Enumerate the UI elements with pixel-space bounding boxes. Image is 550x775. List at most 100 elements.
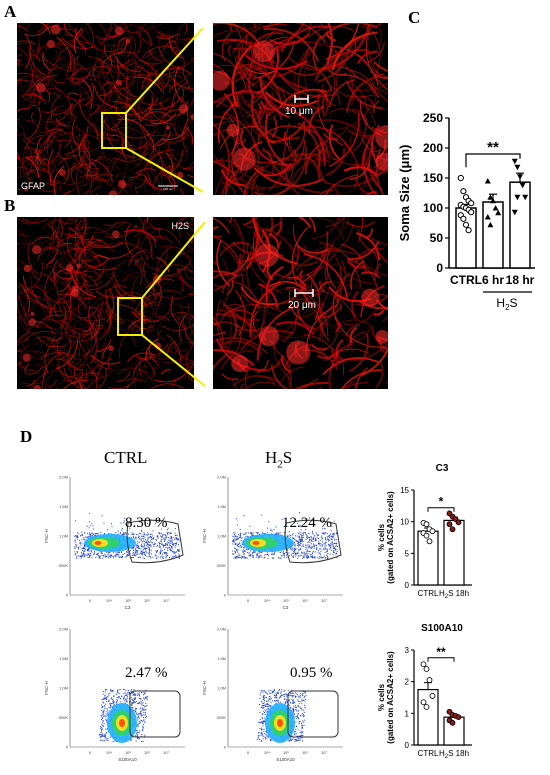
flow-y-label: FSC-H	[202, 529, 207, 543]
flow-x-label: C3	[125, 605, 131, 610]
gate	[287, 690, 339, 738]
flow-y-tick: 2.0M	[217, 627, 226, 632]
data-point	[429, 693, 436, 699]
significance-bracket	[427, 657, 455, 662]
flow-x-tick: 10⁶	[144, 598, 150, 603]
astrocyte-fibers	[213, 217, 388, 389]
bar-0	[417, 688, 439, 746]
significance-bracket	[465, 153, 521, 168]
x-tick-label: 18 hr	[506, 273, 535, 287]
chart-title: S100A10	[421, 623, 463, 634]
bar-6-hr	[482, 201, 504, 269]
y-tick-label: 10	[400, 518, 409, 527]
flow-x-tick: 10⁵	[125, 750, 131, 755]
chart-s100a10: S100A10 0 1 2 3 % cells (gated on ACSA2+ cells…	[377, 623, 472, 760]
flow-y-tick: 1.5M	[217, 504, 226, 509]
pct-s100-ctrl: 2.47 %	[125, 665, 168, 681]
flow-y-tick: 500K	[217, 715, 227, 720]
flow-y-tick: 1.0M	[59, 534, 68, 539]
data-point	[511, 158, 518, 165]
flow-events	[74, 512, 180, 559]
y-tick-label: 0	[405, 741, 410, 750]
zoom-connectors	[101, 27, 314, 387]
flow-x-tick: 0	[89, 598, 92, 603]
panel-letter-b: B	[4, 196, 16, 215]
y-tick-label: 0	[436, 261, 443, 275]
data-point	[423, 521, 430, 528]
zoom-line-a-bottom	[125, 147, 204, 193]
flow-plot-s100-ctrl: 2.0M 1.5M 1.0M 500K 0 0 10⁴ 10⁵ 10⁶ 10⁷ FSC-H S100A…	[44, 627, 185, 762]
x-tick-label: 6 hr	[482, 273, 504, 287]
data-point	[517, 174, 523, 180]
data-point	[423, 704, 430, 710]
data-point	[455, 714, 462, 721]
data-point	[457, 174, 464, 182]
data-point	[426, 538, 433, 545]
flow-x-tick: 10⁵	[283, 598, 289, 603]
zoom-line-b-top	[141, 221, 206, 299]
flow-y-tick: 2.0M	[217, 475, 226, 480]
flow-x-label: C3	[283, 605, 289, 610]
significance-bracket	[427, 507, 455, 512]
y-tick-label: 0	[405, 581, 410, 590]
flow-y-tick: 2.0M	[59, 475, 68, 480]
y-tick-label: 250	[423, 111, 443, 125]
group-label: H2S	[496, 296, 517, 312]
micrograph-gfap-overview: GFAP	[17, 23, 194, 195]
flow-y-tick: 500K	[217, 563, 227, 568]
flow-x-tick: 10⁴	[106, 750, 112, 755]
data-point	[487, 194, 494, 200]
data-point	[455, 519, 462, 526]
flow-y-tick: 2.0M	[59, 627, 68, 632]
flow-events	[256, 689, 307, 743]
flow-y-tick: 1.5M	[217, 656, 226, 661]
x-tick-label: CTRL	[418, 749, 439, 758]
zoom-box-b	[117, 297, 143, 336]
data-point	[423, 532, 430, 539]
data-point	[514, 194, 521, 201]
flow-y-tick: 0	[224, 745, 227, 750]
flow-y-tick: 1.5M	[59, 656, 68, 661]
data-point	[465, 227, 472, 234]
data-point	[460, 188, 467, 195]
scalebar-overview-label: 100 μm	[163, 187, 174, 191]
data-point	[484, 178, 491, 184]
y-tick-label: 2	[405, 678, 410, 687]
flow-x-tick: 10⁶	[302, 750, 308, 755]
flow-y-tick: 0	[66, 745, 69, 750]
y-axis-label: Soma Size (μm)	[397, 145, 412, 242]
panel-letter-a: A	[4, 2, 17, 21]
x-tick-label: CTRL	[450, 273, 482, 287]
panel-letter-d: D	[20, 427, 33, 446]
flow-y-label: FSC-H	[44, 681, 49, 695]
micrograph-h2s-overview: H2S	[17, 217, 194, 389]
data-point	[492, 205, 499, 211]
gate	[129, 690, 181, 738]
data-point	[449, 526, 456, 533]
data-point	[490, 197, 496, 204]
flow-title-h2s: H2S	[265, 448, 293, 471]
zoom-box-a	[101, 112, 127, 149]
flow-plot-s100-h2s: 2.0M 1.5M 1.0M 500K 0 0 10⁴ 10⁵ 10⁶ 10⁷ FSC-H S100A…	[202, 627, 343, 762]
pct-s100-h2s: 0.95 %	[290, 665, 333, 681]
flow-plot-c3-h2s: 2.0M 1.5M 1.0M 500K 0 0 10⁴ 10⁵ 10⁶ 10⁷ FSC-H C3	[202, 475, 343, 610]
y-axis-label-2: (gated on ACSA2+ cells)	[386, 651, 395, 744]
flow-x-tick: 10⁵	[125, 598, 131, 603]
flow-y-tick: 1.0M	[217, 686, 226, 691]
flow-x-tick: 10⁷	[163, 750, 169, 755]
flow-y-tick: 1.5M	[59, 504, 68, 509]
data-point	[468, 200, 475, 207]
scale-label-a: 10 μm	[285, 106, 313, 117]
flow-x-tick: 10⁴	[106, 598, 112, 603]
y-tick-label: 100	[423, 201, 443, 215]
gfap-label: GFAP	[21, 181, 46, 191]
flow-x-tick: 10⁷	[321, 598, 327, 603]
flow-x-tick: 0	[247, 598, 250, 603]
y-tick-label: 1	[405, 709, 410, 718]
x-tick-label: H2S 18h	[439, 589, 469, 600]
scale-label-b: 20 μm	[288, 300, 316, 311]
flow-y-tick: 1.0M	[217, 534, 226, 539]
data-point	[484, 214, 491, 220]
data-point	[514, 164, 521, 171]
y-tick-label: 150	[423, 171, 443, 185]
